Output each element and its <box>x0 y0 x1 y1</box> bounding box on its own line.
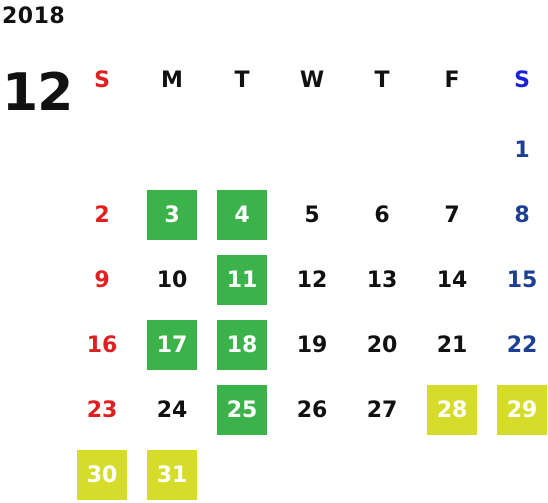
day-cell-21[interactable]: 21 <box>436 332 468 358</box>
day-cell-15[interactable]: 15 <box>506 267 538 293</box>
day-cell-26[interactable]: 26 <box>296 397 328 423</box>
weekday-header-wed: W <box>299 67 325 93</box>
day-cell-24[interactable]: 24 <box>156 397 188 423</box>
day-cell-12[interactable]: 12 <box>296 267 328 293</box>
day-cell-6[interactable]: 6 <box>374 202 390 228</box>
day-cell-2[interactable]: 2 <box>94 202 110 228</box>
day-cell-14[interactable]: 14 <box>436 267 468 293</box>
day-cell-31[interactable]: 31 <box>147 450 197 500</box>
day-cell-22[interactable]: 22 <box>506 332 538 358</box>
year-label: 2018 <box>2 4 66 29</box>
day-cell-10[interactable]: 10 <box>156 267 188 293</box>
weekday-header-fri: F <box>444 67 460 93</box>
day-cell-3[interactable]: 3 <box>147 190 197 240</box>
day-cell-25[interactable]: 25 <box>217 385 267 435</box>
day-cell-29[interactable]: 29 <box>497 385 547 435</box>
weekday-header-sun: S <box>94 67 110 93</box>
day-cell-23[interactable]: 23 <box>86 397 118 423</box>
day-cell-4[interactable]: 4 <box>217 190 267 240</box>
day-cell-9[interactable]: 9 <box>94 267 110 293</box>
day-cell-27[interactable]: 27 <box>366 397 398 423</box>
day-cell-20[interactable]: 20 <box>366 332 398 358</box>
day-cell-17[interactable]: 17 <box>147 320 197 370</box>
day-cell-18[interactable]: 18 <box>217 320 267 370</box>
day-cell-28[interactable]: 28 <box>427 385 477 435</box>
day-cell-1[interactable]: 1 <box>514 137 530 163</box>
day-cell-13[interactable]: 13 <box>366 267 398 293</box>
day-cell-5[interactable]: 5 <box>304 202 320 228</box>
day-cell-7[interactable]: 7 <box>444 202 460 228</box>
month-label: 12 <box>2 63 73 123</box>
weekday-header-tue: T <box>234 67 250 93</box>
day-cell-19[interactable]: 19 <box>296 332 328 358</box>
weekday-header-thu: T <box>374 67 390 93</box>
day-cell-30[interactable]: 30 <box>77 450 127 500</box>
day-cell-11[interactable]: 11 <box>217 255 267 305</box>
weekday-header-sat: S <box>514 67 530 93</box>
day-cell-8[interactable]: 8 <box>514 202 530 228</box>
weekday-header-mon: M <box>161 67 183 93</box>
day-cell-16[interactable]: 16 <box>86 332 118 358</box>
